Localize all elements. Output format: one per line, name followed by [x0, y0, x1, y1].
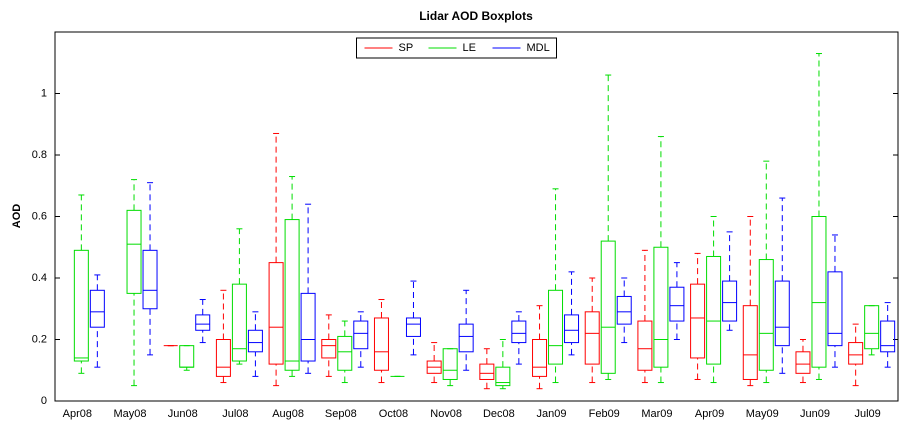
box: [337, 335, 353, 371]
box: [774, 280, 790, 347]
box: [880, 320, 896, 353]
legend-label: LE: [463, 42, 476, 54]
box: [195, 314, 211, 331]
box: [795, 351, 811, 374]
legend-label: SP: [399, 42, 414, 54]
x-tick-label: Jun09: [800, 408, 830, 420]
x-tick-label: Jul09: [855, 408, 881, 420]
box: [247, 329, 263, 353]
box: [653, 246, 669, 368]
x-tick-label: Dec08: [483, 408, 515, 420]
box: [548, 289, 564, 365]
x-tick-label: Mar09: [641, 408, 672, 420]
y-tick-label: 0: [41, 395, 47, 407]
x-tick-label: Jul08: [222, 408, 248, 420]
box: [669, 286, 685, 322]
box: [300, 292, 316, 362]
chart-title: Lidar AOD Boxplots: [419, 9, 533, 23]
x-tick-label: May08: [114, 408, 147, 420]
box: [458, 323, 474, 353]
box: [811, 216, 827, 368]
box: [616, 295, 632, 325]
x-tick-label: Feb09: [589, 408, 620, 420]
box: [600, 240, 616, 374]
y-tick-label: 0.6: [32, 210, 47, 222]
x-tick-label: Sep08: [325, 408, 357, 420]
box: [215, 339, 231, 377]
x-tick-label: Jun08: [168, 408, 198, 420]
box: [511, 320, 527, 344]
box: [742, 305, 758, 380]
box: [532, 339, 548, 377]
y-tick-label: 1: [41, 87, 47, 99]
x-tick-label: May09: [746, 408, 779, 420]
box: [268, 262, 284, 365]
box: [373, 317, 389, 371]
box: [706, 255, 722, 365]
y-tick-label: 0.8: [32, 149, 47, 161]
box: [690, 283, 706, 359]
x-tick-label: Jan09: [537, 408, 567, 420]
box: [848, 342, 864, 365]
box: [479, 363, 495, 380]
legend-label: MDL: [527, 42, 550, 54]
box: [758, 259, 774, 371]
box: [584, 311, 600, 365]
box: [564, 314, 580, 344]
box: [495, 366, 511, 387]
x-tick-label: Oct08: [379, 408, 408, 420]
y-axis-label: AOD: [11, 204, 23, 229]
x-tick-label: Apr09: [695, 408, 724, 420]
y-tick-label: 0.4: [32, 272, 47, 284]
box: [353, 320, 369, 350]
box: [126, 209, 142, 294]
x-tick-label: Aug08: [272, 408, 304, 420]
box: [637, 320, 653, 371]
box: [321, 339, 337, 359]
box: [284, 219, 300, 371]
box: [442, 348, 458, 380]
box: [89, 289, 105, 328]
box: [142, 249, 158, 310]
box: [231, 283, 247, 362]
box: [864, 305, 880, 350]
y-tick-label: 0.2: [32, 333, 47, 345]
box: [722, 280, 738, 322]
box: [405, 317, 421, 337]
x-tick-label: Apr08: [63, 408, 92, 420]
x-tick-label: Nov08: [430, 408, 462, 420]
box: [73, 249, 89, 362]
box: [827, 271, 843, 347]
